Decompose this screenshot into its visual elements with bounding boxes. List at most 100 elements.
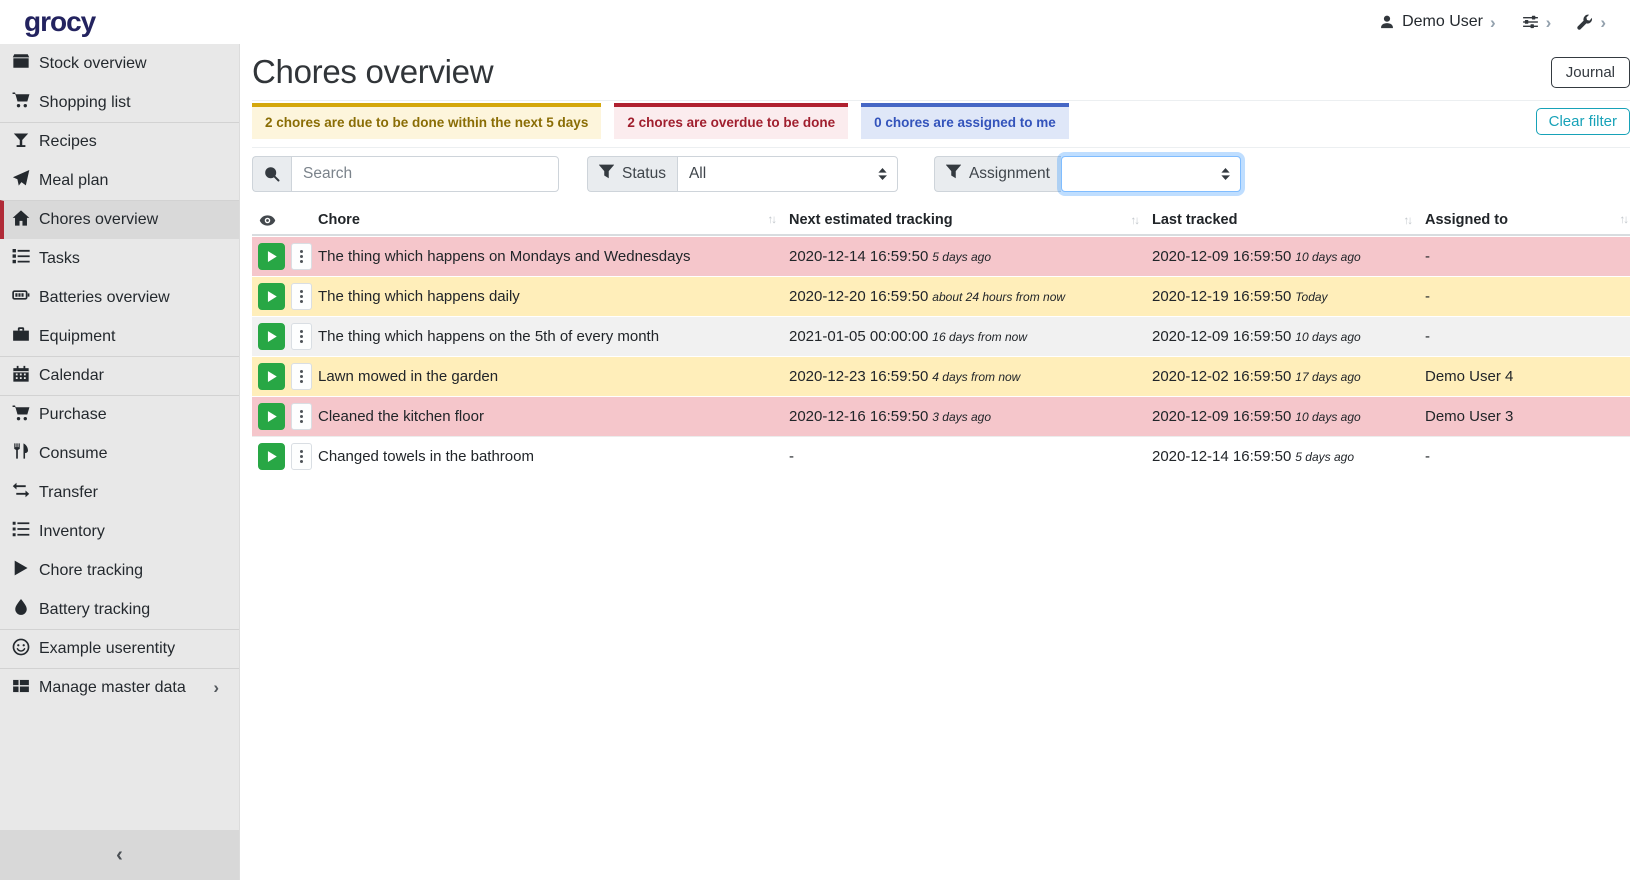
track-chore-execution-button[interactable]	[258, 283, 285, 310]
last-tracked-relative: 5 days ago	[1295, 450, 1355, 464]
sidebar-item-purchase[interactable]: Purchase	[0, 395, 239, 434]
sidebar-item-manage-master-data[interactable]: Manage master data ›	[0, 668, 239, 707]
sidebar-item-meal-plan[interactable]: Meal plan	[0, 161, 239, 200]
cocktail-icon	[12, 131, 30, 154]
tasks-icon	[12, 247, 30, 270]
sort-icon[interactable]: ↑↓	[1130, 215, 1140, 227]
row-menu-button[interactable]	[291, 323, 312, 350]
last-tracked-relative: Today	[1295, 290, 1328, 304]
sidebar-item-battery-tracking[interactable]: Battery tracking	[0, 590, 239, 629]
sidebar-item-transfer[interactable]: Transfer	[0, 473, 239, 512]
sidebar-item-tasks[interactable]: Tasks	[0, 239, 239, 278]
assigned-to: -	[1425, 328, 1430, 345]
table-row: The thing which happens on the 5th of ev…	[252, 316, 1630, 356]
eye-icon[interactable]	[252, 212, 318, 229]
track-chore-execution-button[interactable]	[258, 323, 285, 350]
track-chore-execution-button[interactable]	[258, 403, 285, 430]
sort-icon[interactable]: ↑↓	[1403, 215, 1413, 227]
column-header-next-estimated-tracking[interactable]: Next estimated tracking ↑↓	[789, 212, 1140, 228]
sidebar-item-label: Tasks	[39, 249, 80, 267]
user-menu[interactable]: Demo User ›	[1379, 13, 1496, 31]
sidebar-item-label: Batteries overview	[39, 288, 170, 306]
sidebar-item-consume[interactable]: Consume	[0, 434, 239, 473]
sidebar: Stock overview Shopping list Recipes Mea…	[0, 44, 240, 880]
settings-menu[interactable]: ›	[1522, 12, 1552, 32]
sidebar-item-label: Meal plan	[39, 171, 109, 189]
main-content: Chores overview Journal 2 chores are due…	[240, 44, 1640, 880]
sidebar-item-calendar[interactable]: Calendar	[0, 356, 239, 395]
admin-menu[interactable]: ›	[1577, 14, 1606, 31]
last-tracked-date: 2020-12-09 16:59:50	[1152, 248, 1292, 265]
sidebar-item-label: Example userentity	[39, 640, 176, 657]
toolbox-icon	[12, 325, 30, 348]
assignment-filter-group: Assignment	[933, 156, 1241, 192]
sidebar-item-label: Chores overview	[39, 211, 159, 228]
last-tracked-date: 2020-12-14 16:59:50	[1152, 448, 1292, 465]
status-selected-value: All	[688, 165, 707, 182]
clear-filter-button[interactable]: Clear filter	[1535, 107, 1630, 135]
table-row: Changed towels in the bathroom - 2020-12…	[252, 436, 1630, 476]
track-chore-execution-button[interactable]	[258, 363, 285, 390]
column-header-assigned-to[interactable]: Assigned to ↑↓	[1425, 212, 1629, 228]
sidebar-collapse-button[interactable]: ‹	[0, 830, 239, 880]
sidebar-item-batteries-overview[interactable]: Batteries overview	[0, 278, 239, 317]
select-arrows-icon	[1221, 168, 1230, 180]
calendar-icon	[12, 365, 30, 388]
shopping-cart-icon	[12, 91, 30, 114]
row-menu-button[interactable]	[291, 403, 312, 430]
filter-funnel-icon	[945, 164, 962, 184]
journal-button[interactable]: Journal	[1550, 56, 1630, 88]
status-filter-group: Status All	[587, 156, 898, 192]
track-chore-execution-button[interactable]	[258, 443, 285, 470]
sidebar-item-chores-overview[interactable]: Chores overview	[0, 200, 239, 239]
assigned-to-me-banner[interactable]: 0 chores are assigned to me	[861, 103, 1069, 139]
sidebar-item-shopping-list[interactable]: Shopping list	[0, 83, 239, 122]
row-menu-button[interactable]	[291, 363, 312, 390]
box-icon	[12, 52, 30, 75]
next-tracking-date: 2020-12-16 16:59:50	[789, 408, 929, 425]
sort-icon[interactable]: ↑↓	[767, 214, 777, 226]
home-icon	[12, 209, 30, 232]
sidebar-item-label: Inventory	[39, 522, 105, 540]
sidebar-item-stock-overview[interactable]: Stock overview	[0, 44, 239, 83]
play-icon	[267, 371, 277, 382]
next-tracking-date: -	[789, 448, 794, 465]
chevron-right-icon: ›	[1600, 12, 1606, 32]
utensils-icon	[12, 442, 30, 465]
assigned-to: Demo User 4	[1425, 368, 1514, 385]
track-chore-execution-button[interactable]	[258, 243, 285, 270]
last-tracked-relative: 10 days ago	[1295, 410, 1361, 424]
sidebar-item-equipment[interactable]: Equipment	[0, 317, 239, 356]
sidebar-item-example-userentity[interactable]: Example userentity	[0, 629, 239, 668]
column-header-chore[interactable]: Chore ↑↓	[318, 212, 777, 228]
smile-icon	[12, 638, 30, 661]
sort-icon[interactable]: ↑↓	[1619, 214, 1629, 226]
chevron-left-icon: ‹	[116, 843, 123, 866]
grocy-logo[interactable]: grocy	[24, 6, 96, 37]
row-menu-button[interactable]	[291, 243, 312, 270]
row-menu-button[interactable]	[291, 443, 312, 470]
chevron-right-icon: ›	[213, 678, 219, 697]
sliders-icon	[1522, 14, 1539, 30]
top-bar-menus: Demo User › › ›	[1379, 13, 1606, 31]
sidebar-item-chore-tracking[interactable]: Chore tracking	[0, 551, 239, 590]
sidebar-item-label: Recipes	[39, 133, 97, 150]
chore-name: The thing which happens on Mondays and W…	[318, 248, 691, 265]
assigned-to: Demo User 3	[1425, 408, 1514, 425]
last-tracked-date: 2020-12-19 16:59:50	[1152, 288, 1292, 305]
status-select[interactable]: All	[676, 156, 898, 192]
sidebar-item-inventory[interactable]: Inventory	[0, 512, 239, 551]
filter-funnel-icon	[598, 164, 615, 184]
search-input[interactable]	[291, 156, 559, 192]
row-menu-button[interactable]	[291, 283, 312, 310]
chore-name: Cleaned the kitchen floor	[318, 408, 484, 425]
column-header-last-tracked[interactable]: Last tracked ↑↓	[1152, 212, 1413, 228]
chevron-right-icon: ›	[1545, 12, 1552, 32]
last-tracked-relative: 10 days ago	[1295, 330, 1361, 344]
sidebar-item-recipes[interactable]: Recipes	[0, 122, 239, 161]
assignment-select[interactable]	[1060, 156, 1241, 192]
overdue-banner[interactable]: 2 chores are overdue to be done	[614, 103, 849, 139]
due-soon-banner[interactable]: 2 chores are due to be done within the n…	[252, 103, 602, 139]
table-row: Lawn mowed in the garden 2020-12-23 16:5…	[252, 356, 1630, 396]
wrench-icon	[1577, 14, 1593, 30]
